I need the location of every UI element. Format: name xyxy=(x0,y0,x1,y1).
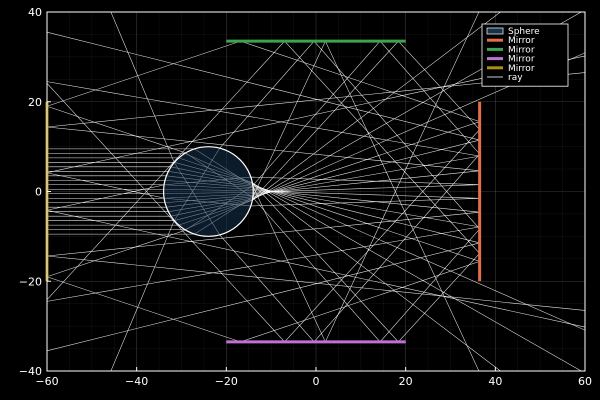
ray-path xyxy=(47,184,585,311)
x-tick-label: 60 xyxy=(578,375,592,388)
legend-label: Mirror xyxy=(508,64,535,74)
x-tick-label: 0 xyxy=(313,375,320,388)
y-tick-label: −20 xyxy=(19,275,42,288)
ray-path xyxy=(47,72,585,199)
x-tick-label: 40 xyxy=(488,375,502,388)
y-tick-label: 0 xyxy=(35,186,42,199)
x-tick-label: −60 xyxy=(35,375,58,388)
sphere-layer xyxy=(162,146,254,237)
y-tick-label: −40 xyxy=(19,365,42,378)
x-tick-label: −20 xyxy=(215,375,238,388)
x-tick-label: 20 xyxy=(399,375,413,388)
legend-label: ray xyxy=(508,73,523,83)
y-tick-label: 40 xyxy=(28,6,42,19)
legend-label: Sphere xyxy=(508,27,540,37)
legend-label: Mirror xyxy=(508,36,535,46)
legend-label: Mirror xyxy=(508,45,535,55)
y-tick-label: 20 xyxy=(28,96,42,109)
legend-sphere-swatch xyxy=(486,27,504,35)
x-tick-label: −40 xyxy=(125,375,148,388)
sphere-shape xyxy=(162,146,254,237)
legend-box xyxy=(481,23,569,87)
legend-label: Mirror xyxy=(508,55,535,65)
